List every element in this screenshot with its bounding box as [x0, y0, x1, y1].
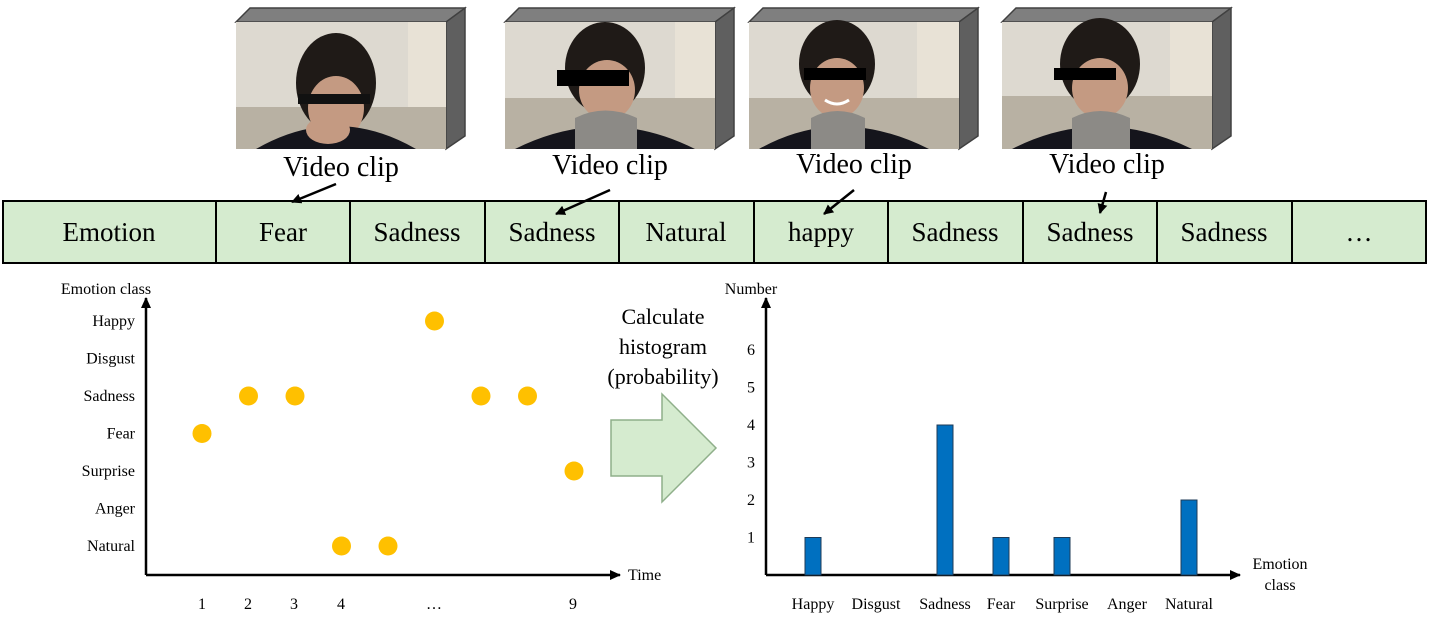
sequence-header: Emotion: [63, 217, 156, 247]
sequence-cell-4: Natural: [646, 217, 727, 247]
scatter-x-tick: …: [426, 596, 442, 613]
scatter-x-tick: 1: [198, 596, 206, 613]
scatter-point: [564, 461, 584, 481]
scatter-y-category-happy: Happy: [92, 313, 135, 330]
hist-x-axis-label-line-2: class: [1264, 577, 1295, 594]
clip-box-side: [958, 6, 979, 151]
scatter-y-category-surprise: Surprise: [82, 463, 135, 480]
hist-bar-surprise: [1053, 537, 1071, 576]
hist-x-category-fear: Fear: [987, 596, 1016, 613]
sequence-cell-6: Sadness: [912, 217, 999, 247]
clip-pointer-arrow-3: [823, 189, 855, 215]
emotion-histogram-chart: Number Emotion class 1 2 3 4 5 6 Happy Disgust…: [725, 281, 1308, 613]
calculate-histogram-step: Calculate histogram (probability): [607, 304, 719, 504]
scatter-point: [192, 424, 212, 443]
clip-pointer-arrow-4: [1097, 191, 1108, 214]
hist-y-tick: 2: [747, 492, 755, 509]
scatter-point: [332, 536, 351, 556]
scatter-x-tick: 4: [337, 596, 345, 613]
hist-x-axis-label: Emotion class: [1252, 556, 1307, 594]
scatter-point: [239, 386, 258, 406]
hist-x-category-disgust: Disgust: [852, 596, 901, 613]
clip-box-side: [1211, 6, 1232, 151]
process-label-line-1: Calculate: [621, 304, 704, 329]
face-photo-4: [1002, 18, 1212, 149]
scatter-y-category-fear: Fear: [107, 426, 136, 443]
hist-y-axis-label: Number: [725, 281, 778, 298]
scatter-y-category-anger: Anger: [95, 501, 136, 518]
hist-y-tick: 1: [747, 530, 755, 547]
process-label-line-3: (probability): [607, 364, 718, 389]
face-photo-3: [749, 20, 959, 149]
scatter-x-tick: 9: [569, 596, 577, 613]
scatter-point: [425, 311, 444, 331]
video-clip-1: [234, 6, 467, 151]
clip-pointer-arrow-2: [555, 188, 611, 216]
hist-x-category-surprise: Surprise: [1035, 596, 1088, 613]
hist-y-tick: 3: [747, 455, 755, 472]
clip-box-top: [747, 7, 980, 23]
scatter-point: [471, 386, 491, 406]
sequence-cell-1: Fear: [259, 217, 307, 247]
hist-x-axis-label-line-1: Emotion: [1252, 556, 1307, 573]
video-clip-4: [1000, 6, 1233, 151]
hist-x-category-happy: Happy: [792, 596, 835, 613]
hist-x-category-anger: Anger: [1107, 596, 1148, 613]
hist-x-category-natural: Natural: [1165, 596, 1214, 613]
video-clip-2: [503, 6, 736, 151]
sequence-background: [2, 200, 1427, 264]
hist-y-tick: 5: [747, 380, 755, 397]
video-clip-label-1: Video clip: [283, 152, 399, 183]
scatter-y-category-sadness: Sadness: [83, 388, 135, 405]
scatter-point: [285, 386, 305, 406]
emotion-sequence-row: Emotion Fear Sadness Sadness Natural hap…: [2, 200, 1427, 264]
video-clip-3: [747, 6, 980, 151]
scatter-y-category-natural: Natural: [87, 538, 136, 555]
clip-box-top: [503, 7, 736, 23]
face-photo-2: [505, 22, 715, 149]
clip-box-top: [234, 7, 467, 23]
video-clip-label-2: Video clip: [552, 150, 668, 181]
scatter-point: [518, 386, 537, 406]
video-clip-label-4: Video clip: [1049, 149, 1165, 180]
sequence-cell-9: …: [1346, 217, 1373, 247]
sequence-cell-5: happy: [788, 217, 854, 247]
clip-pointer-arrow-1: [291, 182, 337, 204]
scatter-x-tick: 2: [244, 596, 252, 613]
video-clip-label-3: Video clip: [796, 149, 912, 180]
hist-y-tick: 6: [747, 342, 755, 359]
sequence-cell-7: Sadness: [1047, 217, 1134, 247]
hist-bar-sadness: [936, 424, 954, 576]
scatter-x-tick: 3: [290, 596, 298, 613]
emotion-timeline-chart: Emotion class Time Happy Disgust Sadness Fe…: [61, 281, 661, 613]
sequence-cell-8: Sadness: [1181, 217, 1268, 247]
face-photo-1: [236, 22, 446, 149]
clip-box-side: [445, 6, 466, 151]
clip-box-top: [1000, 7, 1233, 23]
hist-bar-fear: [992, 537, 1010, 576]
scatter-point: [378, 536, 398, 556]
hist-bar-happy: [804, 537, 822, 576]
clip-box-side: [714, 6, 735, 151]
scatter-x-axis-label: Time: [628, 567, 661, 584]
process-label-line-2: histogram: [619, 334, 707, 359]
sequence-cell-3: Sadness: [509, 217, 596, 247]
sequence-cell-2: Sadness: [374, 217, 461, 247]
scatter-y-category-disgust: Disgust: [86, 351, 135, 368]
hist-x-category-sadness: Sadness: [919, 596, 971, 613]
hist-bar-natural: [1180, 499, 1198, 576]
scatter-y-axis-label: Emotion class: [61, 281, 151, 298]
process-arrow-icon: [610, 392, 718, 504]
hist-y-tick: 4: [747, 417, 755, 434]
